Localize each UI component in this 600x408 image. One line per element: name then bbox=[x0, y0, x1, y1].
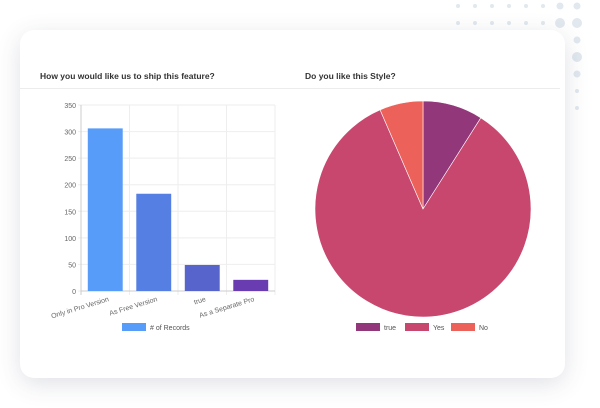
legend-label[interactable]: No bbox=[479, 325, 488, 332]
y-tick-label: 300 bbox=[64, 130, 76, 137]
pie-slice[interactable] bbox=[314, 109, 532, 318]
bar-chart-title: How you would like us to ship this featu… bbox=[40, 71, 215, 81]
dot bbox=[456, 4, 460, 8]
dot bbox=[473, 4, 477, 8]
y-tick-label: 350 bbox=[64, 103, 76, 110]
divider bbox=[20, 88, 560, 89]
bar[interactable] bbox=[184, 264, 220, 291]
dot bbox=[555, 18, 565, 28]
legend-swatch[interactable] bbox=[356, 323, 380, 331]
bar[interactable] bbox=[233, 279, 269, 291]
y-tick-label: 50 bbox=[68, 262, 76, 269]
dot bbox=[556, 2, 564, 10]
dot bbox=[490, 21, 494, 25]
pie-slice[interactable] bbox=[379, 100, 424, 210]
dot bbox=[490, 4, 494, 8]
dot bbox=[572, 52, 582, 62]
dot bbox=[573, 36, 581, 44]
dot bbox=[541, 4, 545, 8]
legend-label[interactable]: Yes bbox=[433, 325, 445, 332]
legend-swatch[interactable] bbox=[405, 323, 429, 331]
bar[interactable] bbox=[136, 193, 172, 291]
dot bbox=[524, 21, 528, 25]
legend-swatch[interactable] bbox=[451, 323, 475, 331]
x-tick-label: true bbox=[193, 296, 207, 306]
dot bbox=[524, 4, 528, 8]
y-tick-label: 150 bbox=[64, 209, 76, 216]
dot bbox=[575, 106, 579, 110]
y-tick-label: 0 bbox=[72, 289, 76, 296]
dot bbox=[572, 18, 582, 28]
pie-chart-title: Do you like this Style? bbox=[305, 71, 396, 81]
y-tick-label: 100 bbox=[64, 236, 76, 243]
legend-label[interactable]: # of Records bbox=[150, 325, 190, 332]
y-tick-label: 200 bbox=[64, 183, 76, 190]
y-tick-label: 250 bbox=[64, 156, 76, 163]
dot bbox=[473, 21, 477, 25]
dot bbox=[575, 89, 579, 93]
dot bbox=[456, 21, 460, 25]
dot bbox=[507, 4, 511, 8]
dot bbox=[507, 21, 511, 25]
bar[interactable] bbox=[87, 128, 123, 291]
dot bbox=[573, 70, 581, 78]
dot bbox=[573, 2, 581, 10]
legend-swatch[interactable] bbox=[122, 323, 146, 331]
legend-label[interactable]: true bbox=[384, 325, 396, 332]
dot bbox=[541, 21, 545, 25]
